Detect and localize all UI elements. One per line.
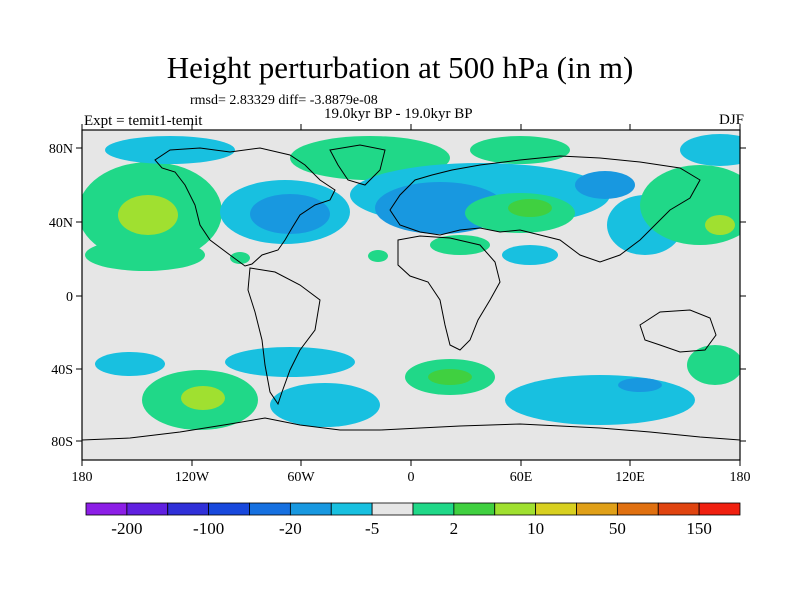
- colorbar-swatch: [330, 502, 373, 516]
- contour-region: [575, 171, 635, 199]
- colorbar-swatch: [371, 502, 414, 516]
- colorbar-swatch: [494, 502, 537, 516]
- colorbar-swatch: [535, 502, 577, 516]
- colorbar-swatch: [576, 502, 618, 516]
- coastline-africa: [397, 235, 501, 351]
- colorbar-swatch: [167, 502, 210, 516]
- y-tick-label: 40N: [49, 216, 73, 231]
- coastline-australia: [639, 309, 717, 353]
- colorbar-label: -5: [365, 519, 379, 538]
- stats-text: rmsd= 2.83329 diff= -3.8879e-08: [190, 93, 378, 108]
- coastline-greenland: [329, 144, 386, 186]
- colorbar: -200 -100 -20 -5 2 10 50 150: [85, 502, 741, 538]
- x-tick-label: 120E: [615, 470, 645, 485]
- colorbar-label: 10: [527, 519, 544, 538]
- x-tick-label: 60E: [510, 470, 533, 485]
- axis-ticks: [76, 124, 746, 466]
- colorbar-label: -100: [193, 519, 224, 538]
- contour-region: [705, 215, 735, 235]
- coastline-north-america: [154, 147, 336, 267]
- x-tick-label: 0: [408, 470, 415, 485]
- contour-region: [250, 194, 330, 234]
- period-text: 19.0kyr BP - 19.0kyr BP: [324, 106, 473, 122]
- contour-region: [181, 386, 225, 410]
- colorbar-label: -200: [111, 519, 142, 538]
- colorbar-swatch: [616, 502, 659, 516]
- coastline-antarctica: [82, 417, 740, 441]
- colorbar-swatch: [453, 502, 496, 516]
- season-text: DJF: [718, 112, 744, 128]
- colorbar-swatch: [698, 502, 741, 516]
- contour-region: [270, 383, 380, 427]
- contour-region: [505, 375, 695, 425]
- experiment-text: Expt = temit1-temit: [84, 113, 203, 129]
- contour-region: [230, 252, 250, 264]
- colorbar-swatch: [412, 502, 455, 516]
- y-tick-label: 0: [66, 290, 73, 305]
- coastline-south-america: [247, 267, 321, 406]
- map-title: Height perturbation at 500 hPa (in m): [166, 50, 634, 85]
- colorbar-label: 2: [450, 519, 459, 538]
- x-tick-label: 180: [72, 470, 93, 485]
- colorbar-swatch: [657, 502, 700, 516]
- colorbar-label: 150: [686, 519, 712, 538]
- coastlines: [82, 144, 740, 441]
- x-tick-label: 60W: [287, 470, 315, 485]
- coastline-eurasia: [389, 155, 701, 263]
- contour-region: [502, 245, 558, 265]
- contour-region: [508, 199, 552, 217]
- contour-region: [225, 347, 355, 377]
- colorbar-label: 50: [609, 519, 626, 538]
- y-tick-label: 80S: [51, 435, 73, 450]
- colorbar-swatch: [249, 502, 291, 516]
- y-tick-label: 40S: [51, 363, 73, 378]
- contour-region: [118, 195, 178, 235]
- contour-region: [687, 345, 740, 385]
- colorbar-swatch: [126, 502, 169, 516]
- contour-region: [85, 239, 205, 271]
- contour-region: [430, 235, 490, 255]
- x-tick-label: 120W: [175, 470, 210, 485]
- contour-region: [680, 134, 740, 166]
- contour-region: [618, 378, 662, 392]
- contour-region: [95, 352, 165, 376]
- x-tick-label: 180: [730, 470, 751, 485]
- contour-fills: [82, 134, 740, 430]
- y-tick-label: 80N: [49, 142, 73, 157]
- colorbar-swatch: [208, 502, 250, 516]
- contour-region: [368, 250, 388, 262]
- contour-region: [428, 369, 472, 385]
- colorbar-swatch: [85, 502, 128, 516]
- colorbar-swatch: [289, 502, 332, 516]
- colorbar-label: -20: [279, 519, 302, 538]
- contour-region: [640, 165, 740, 245]
